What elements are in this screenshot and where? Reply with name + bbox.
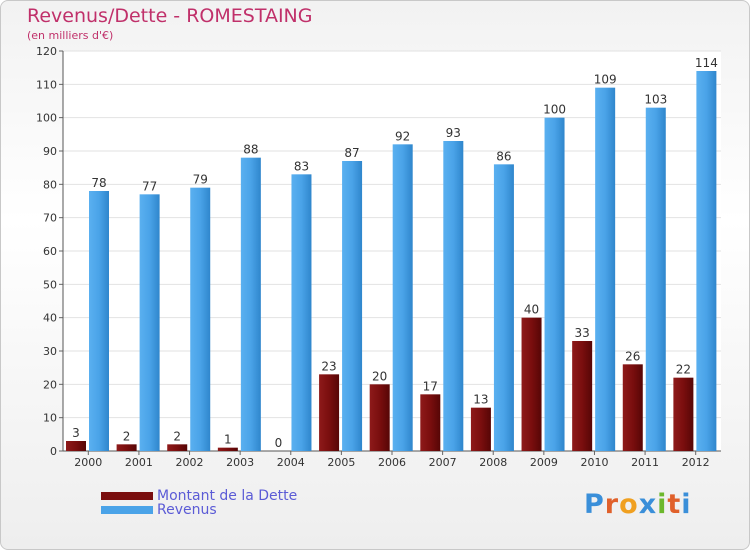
y-tick-label: 120 — [36, 45, 57, 58]
x-tick-label: 2010 — [580, 456, 608, 469]
bar-revenus — [342, 161, 363, 451]
data-label-dette: 17 — [423, 379, 438, 393]
proxiti-logo: Proxiti — [584, 489, 692, 520]
y-tick-label: 10 — [43, 412, 57, 425]
data-label-dette: 13 — [473, 393, 488, 407]
bar-dette — [217, 447, 238, 451]
chart-title: Revenus/Dette - ROMESTAING — [27, 5, 313, 27]
data-label-dette: 20 — [372, 369, 387, 383]
data-label-revenus: 79 — [193, 173, 208, 187]
data-label-revenus: 88 — [243, 143, 258, 157]
logo-letter: P — [584, 489, 605, 520]
bar-dette — [673, 377, 694, 451]
bar-dette — [521, 317, 542, 451]
x-tick-label: 2001 — [125, 456, 153, 469]
y-tick-label: 100 — [36, 112, 57, 125]
bar-revenus — [595, 87, 616, 452]
data-label-dette: 22 — [676, 363, 691, 377]
bar-revenus — [443, 141, 464, 451]
x-tick-label: 2009 — [530, 456, 558, 469]
y-tick-label: 0 — [50, 445, 57, 458]
data-label-dette: 33 — [575, 326, 590, 340]
data-label-dette: 0 — [275, 436, 283, 450]
logo-letter: x — [638, 489, 658, 520]
legend-item-dette: Montant de la Dette — [101, 489, 297, 503]
bar-revenus — [645, 107, 666, 452]
y-tick-label: 80 — [43, 178, 57, 191]
bar-revenus — [89, 191, 109, 451]
x-tick-label: 2006 — [378, 456, 406, 469]
x-tick-label: 2007 — [429, 456, 457, 469]
data-label-dette: 3 — [72, 426, 80, 440]
data-label-revenus: 109 — [594, 73, 617, 87]
bar-revenus — [392, 144, 413, 452]
data-label-revenus: 92 — [395, 129, 410, 143]
bar-dette — [622, 364, 643, 451]
y-tick-label: 110 — [36, 78, 57, 91]
bar-revenus — [139, 194, 160, 452]
bar-revenus — [544, 117, 565, 452]
y-tick-label: 90 — [43, 145, 57, 158]
bar-dette — [572, 341, 593, 451]
x-tick-label: 2004 — [277, 456, 305, 469]
data-label-dette: 1 — [224, 433, 232, 447]
x-tick-label: 2000 — [74, 456, 102, 469]
bar-dette — [319, 374, 340, 451]
x-tick-label: 2003 — [226, 456, 254, 469]
legend-label-dette: Montant de la Dette — [157, 488, 298, 504]
bar-dette — [470, 407, 491, 451]
data-label-revenus: 83 — [294, 159, 309, 173]
y-tick-label: 50 — [43, 278, 57, 291]
y-tick-label: 40 — [43, 312, 57, 325]
legend-swatch-revenus — [101, 506, 153, 514]
data-label-dette: 2 — [173, 429, 181, 443]
data-label-revenus: 86 — [496, 149, 511, 163]
y-tick-label: 70 — [43, 212, 57, 225]
data-label-revenus: 87 — [344, 146, 359, 160]
bar-revenus — [190, 187, 211, 451]
bar-dette — [369, 384, 390, 451]
y-tick-label: 30 — [43, 345, 57, 358]
data-label-revenus: 103 — [644, 93, 667, 107]
legend-label-revenus: Revenus — [157, 502, 217, 518]
logo-letter: t — [667, 489, 682, 520]
data-label-revenus: 100 — [543, 103, 566, 117]
data-label-revenus: 93 — [446, 126, 461, 140]
chart-subtitle: (en milliers d'€) — [27, 29, 114, 42]
bar-dette — [66, 441, 86, 451]
logo-letter: i — [681, 489, 692, 520]
logo-letter: o — [619, 489, 639, 520]
bar-dette — [167, 444, 188, 451]
bar-revenus — [493, 164, 514, 452]
data-label-dette: 26 — [625, 349, 640, 363]
x-tick-label: 2012 — [682, 456, 710, 469]
x-tick-label: 2011 — [631, 456, 659, 469]
data-label-dette: 2 — [123, 429, 131, 443]
y-tick-label: 20 — [43, 378, 57, 391]
data-label-dette: 40 — [524, 303, 539, 317]
logo-letter: i — [657, 489, 668, 520]
bar-revenus — [696, 71, 717, 451]
logo-letter: r — [604, 489, 620, 520]
bar-revenus — [240, 157, 261, 451]
x-tick-label: 2002 — [176, 456, 204, 469]
data-label-revenus: 114 — [695, 56, 718, 70]
data-label-revenus: 77 — [142, 179, 157, 193]
bar-dette — [420, 394, 441, 451]
x-tick-label: 2008 — [479, 456, 507, 469]
bar-dette — [116, 444, 137, 451]
legend-item-revenus: Revenus — [101, 503, 217, 517]
y-tick-label: 60 — [43, 245, 57, 258]
bar-revenus — [291, 174, 312, 452]
x-tick-label: 2005 — [327, 456, 355, 469]
legend-swatch-dette — [101, 492, 153, 500]
data-label-revenus: 78 — [91, 176, 106, 190]
data-label-dette: 23 — [321, 359, 336, 373]
